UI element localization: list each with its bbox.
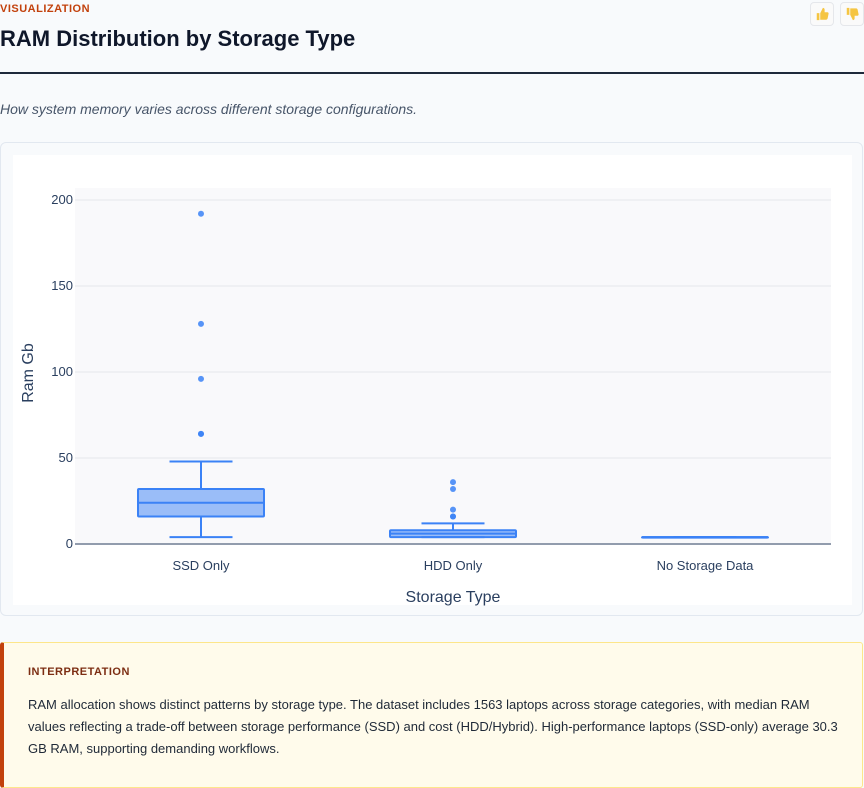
x-tick-label: SSD Only <box>172 558 230 573</box>
thumbs-down-button[interactable] <box>840 2 864 26</box>
box-hdd-only <box>389 479 517 539</box>
outlier-point <box>450 485 456 492</box>
x-tick-label: HDD Only <box>424 558 483 573</box>
x-axis-title: Storage Type <box>406 589 501 606</box>
title-divider <box>0 72 864 74</box>
x-tick-label: No Storage Data <box>657 558 755 573</box>
y-axis-title: Ram Gb <box>20 343 37 403</box>
page-title: RAM Distribution by Storage Type <box>0 26 356 51</box>
outlier-point <box>198 375 204 382</box>
y-tick-label: 200 <box>51 192 73 207</box>
interpretation-text: RAM allocation shows distinct patterns b… <box>28 697 838 756</box>
x-tick-labels: SSD Only HDD Only No Storage Data <box>172 558 754 573</box>
boxes <box>137 210 769 539</box>
thumbs-down-icon <box>846 7 859 21</box>
y-tick-labels: 0 50 100 150 200 <box>51 192 73 551</box>
box-plot-chart: 0 50 100 150 200 SSD Only HDD Only No Storage … <box>13 155 852 606</box>
box-no-storage-data <box>641 536 769 539</box>
box-ssd-only <box>137 210 265 539</box>
thumbs-up-button[interactable] <box>810 2 834 26</box>
thumbs-up-icon <box>816 7 829 21</box>
y-tick-label: 100 <box>51 364 73 379</box>
grid-lines <box>75 199 831 545</box>
outlier-point <box>450 513 456 520</box>
feedback-buttons <box>810 2 864 26</box>
interpretation-panel: INTERPRETATION RAM allocation shows dist… <box>0 642 863 788</box>
y-tick-label: 150 <box>51 278 73 293</box>
chart-card: 0 50 100 150 200 SSD Only HDD Only No Storage … <box>0 142 863 616</box>
outlier-point <box>450 506 456 513</box>
outlier-point <box>450 479 456 486</box>
section-label: VISUALIZATION <box>0 3 91 15</box>
outlier-point <box>198 430 204 437</box>
interpretation-label: INTERPRETATION <box>28 666 130 678</box>
y-tick-label: 50 <box>59 450 73 465</box>
page-subtitle: How system memory varies across differen… <box>0 101 418 117</box>
outlier-point <box>198 320 204 327</box>
y-tick-label: 0 <box>66 536 73 551</box>
outlier-point <box>198 210 204 217</box>
